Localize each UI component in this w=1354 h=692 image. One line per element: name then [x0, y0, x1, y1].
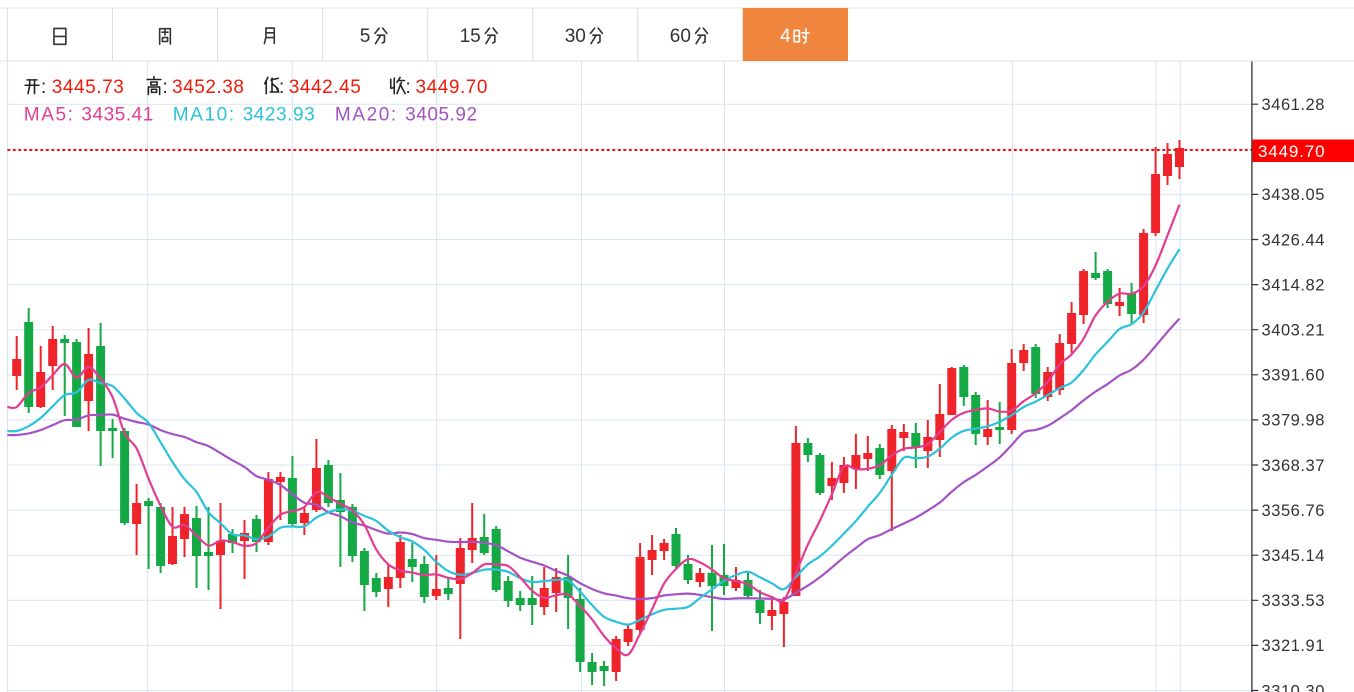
svg-text:3449.70: 3449.70	[416, 77, 489, 98]
svg-text:MA20:: MA20:	[335, 105, 398, 126]
svg-text:3391.60: 3391.60	[1262, 367, 1326, 385]
svg-text::: :	[279, 77, 285, 98]
svg-text:3368.37: 3368.37	[1262, 457, 1326, 475]
svg-text::: :	[406, 77, 412, 98]
svg-text:3333.53: 3333.53	[1262, 592, 1326, 610]
svg-text:3445.73: 3445.73	[52, 77, 125, 98]
svg-text:3405.92: 3405.92	[405, 105, 478, 126]
svg-text:MA10:: MA10:	[173, 105, 236, 126]
svg-text:3403.21: 3403.21	[1262, 322, 1326, 340]
svg-text:3414.82: 3414.82	[1262, 276, 1326, 294]
svg-text:3356.76: 3356.76	[1262, 502, 1326, 520]
svg-text:3461.28: 3461.28	[1262, 96, 1326, 114]
svg-text:3438.05: 3438.05	[1262, 186, 1326, 204]
svg-text:30: 30	[565, 26, 586, 47]
svg-text::: :	[41, 77, 47, 98]
svg-text:3435.41: 3435.41	[81, 105, 154, 126]
svg-text:3379.98: 3379.98	[1262, 412, 1326, 430]
svg-text:4: 4	[780, 26, 791, 47]
svg-text:MA5:: MA5:	[24, 105, 75, 126]
svg-text:3423.93: 3423.93	[243, 105, 316, 126]
svg-text:3449.70: 3449.70	[1258, 142, 1325, 161]
svg-text:3442.45: 3442.45	[289, 77, 362, 98]
svg-text::: :	[163, 77, 169, 98]
svg-text:3321.91: 3321.91	[1262, 637, 1326, 655]
svg-text:3345.14: 3345.14	[1262, 547, 1326, 565]
svg-text:3452.38: 3452.38	[172, 77, 245, 98]
svg-text:60: 60	[670, 26, 691, 47]
svg-text:5: 5	[360, 26, 371, 47]
svg-text:3426.44: 3426.44	[1262, 231, 1326, 249]
svg-text:3310.30: 3310.30	[1262, 682, 1326, 692]
svg-text:15: 15	[460, 26, 481, 47]
